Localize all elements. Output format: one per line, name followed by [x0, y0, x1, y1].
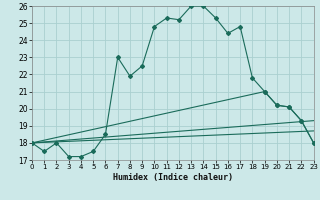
X-axis label: Humidex (Indice chaleur): Humidex (Indice chaleur)	[113, 173, 233, 182]
